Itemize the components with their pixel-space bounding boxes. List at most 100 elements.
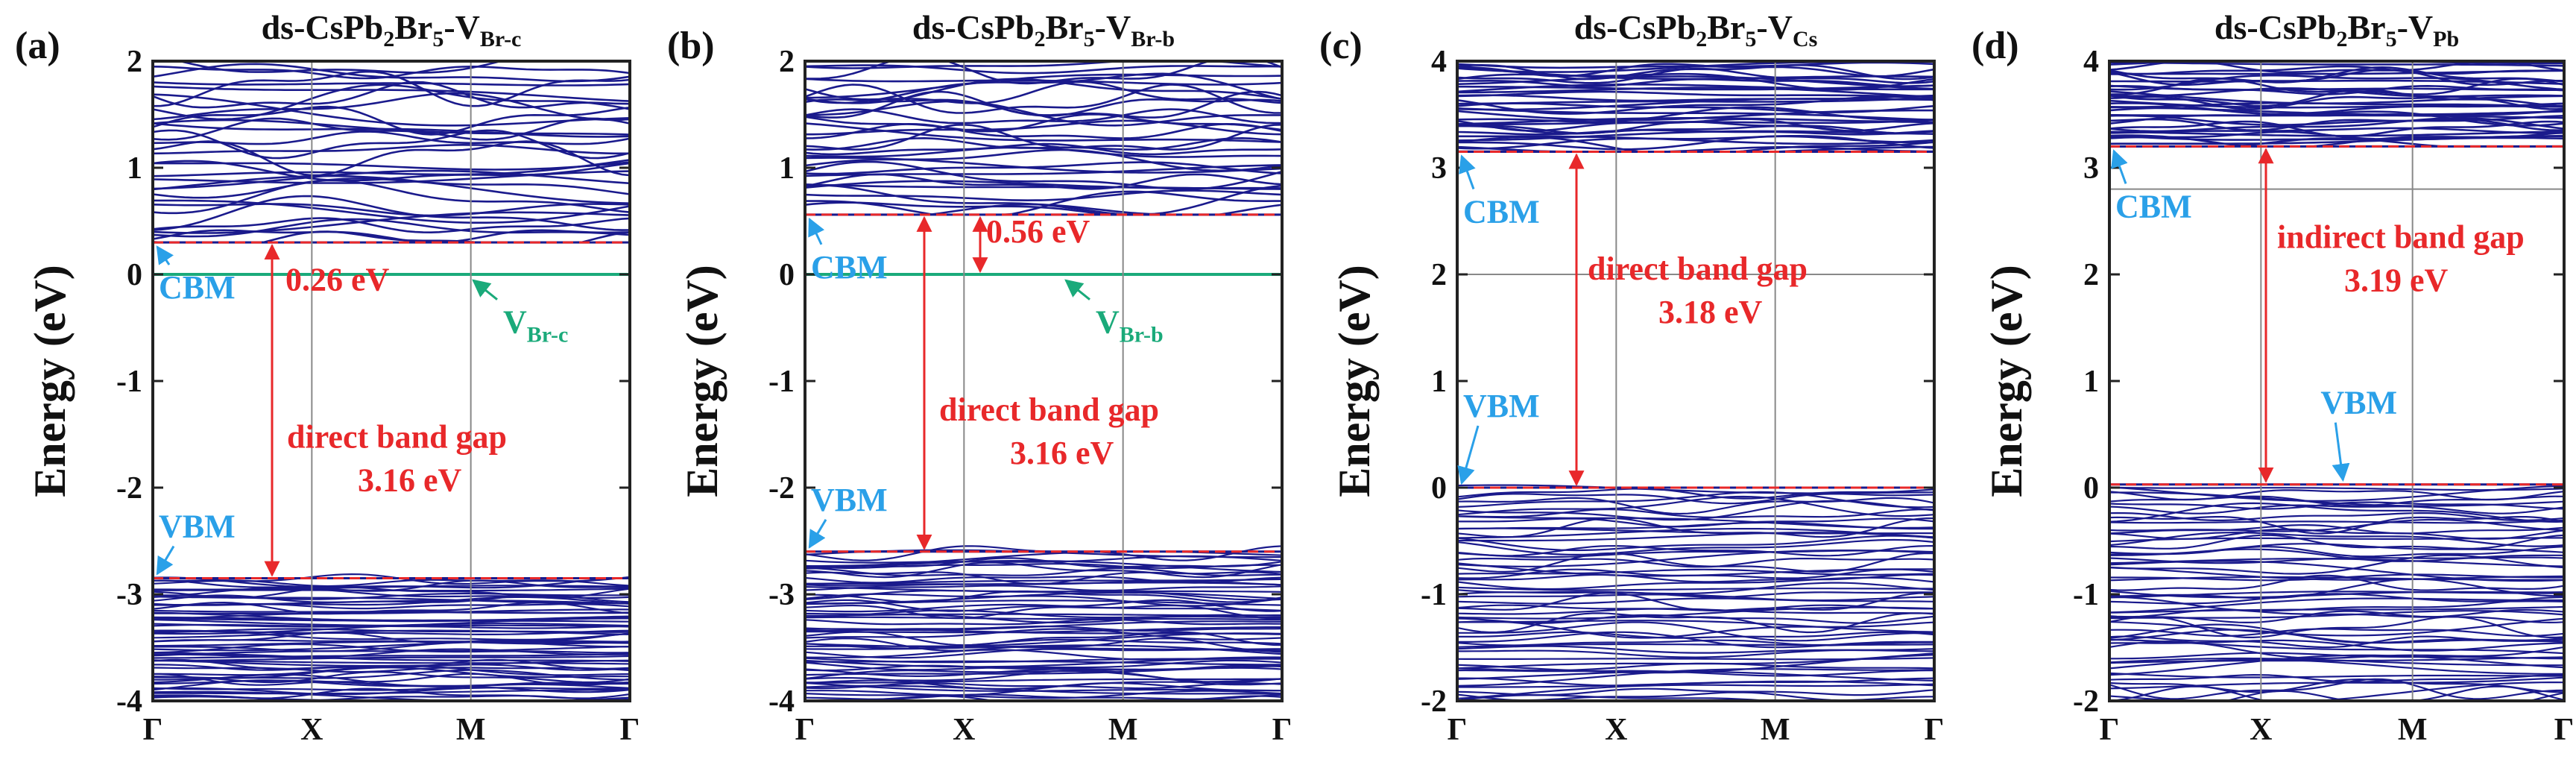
band-line [2109,502,2564,523]
x-tick-label: Γ [2554,713,2575,747]
panel-title: ds-CsPb2​Br5​-VPb​ [2214,8,2459,51]
band-line [1457,493,1934,505]
title-part: Br [2347,8,2385,46]
band-line [1457,508,1934,518]
title-part: Pb [2433,27,2459,51]
title-part: -V [1095,8,1131,46]
band-line [1457,649,1934,658]
panel-title: ds-CsPb2​Br5​-VBr-b​ [912,8,1175,51]
band-line [2109,99,2564,109]
band-line [805,576,1282,584]
band-line [1457,552,1934,573]
y-tick-label: -2 [2073,684,2099,719]
band-line [2109,87,2564,98]
y-tick-label: -1 [2073,578,2099,612]
band-line [2109,566,2564,581]
band-line [1457,652,1934,670]
band-line [805,649,1282,661]
band-line [153,195,630,231]
band-line [805,189,1282,202]
title-part: Br [1707,8,1745,46]
band-line [1457,96,1934,105]
band-line [153,85,630,102]
band-line [1457,495,1934,517]
band-line [2109,672,2564,679]
title-part: ds-CsPb [912,8,1035,46]
panel-title: ds-CsPb2​Br5​-VCs​ [1574,8,1818,51]
band-line [153,81,630,109]
defect-pointer-arrow [472,279,498,300]
title-part: ds-CsPb [1574,8,1696,46]
band-line [1457,66,1934,81]
y-tick-label: -3 [768,578,795,612]
band-line [805,638,1282,649]
band-line [153,130,630,145]
panel-label: (d) [1972,25,2019,67]
vbm-pointer-arrow [2332,422,2350,482]
band-line [1457,592,1934,611]
cbm-pointer-arrow [808,217,825,245]
band-line [805,561,1282,579]
panel-c: -2 -1 0 1 2 3 4 Γ X M Γ Energy (eV) (c) ds-CsPb2​Br5​… [1319,8,1944,747]
band-line [805,164,1282,177]
band-line [805,664,1282,672]
band-line [2109,673,2564,683]
title-part: Br [1046,8,1084,46]
band-line [1457,639,1934,646]
y-tick-label: -2 [768,471,795,506]
band-line [153,117,630,141]
band-line [153,140,630,177]
title-part: 2 [2336,27,2347,51]
title-part: 5 [432,27,443,51]
x-tick-label: X [300,713,323,747]
band-lines [1457,61,1934,701]
band-gap-value-label: 3.16 eV [358,462,462,498]
band-line [805,609,1282,619]
band-line [153,161,630,171]
band-line [2109,610,2564,624]
y-tick-label: 0 [779,258,795,292]
band-line [805,591,1282,605]
defect-gap-label: 0.56 eV [986,213,1090,250]
y-tick-label: 4 [2083,45,2099,79]
band-line [805,113,1282,133]
band-line [153,673,630,686]
band-line [2109,590,2564,599]
band-line [805,628,1282,640]
band-line [805,190,1282,216]
cbm-label: CBM [2115,188,2192,224]
band-line [1457,63,1934,78]
band-line [1457,535,1934,552]
x-tick-label: M [456,713,486,747]
y-tick-label: -1 [768,365,795,399]
title-part: 5 [1084,27,1095,51]
x-tick-label: Γ [1272,713,1292,747]
defect-pointer-arrow [1064,279,1090,300]
band-line [805,119,1282,136]
band-line [1457,129,1934,136]
band-line [1457,568,1934,576]
band-line [153,671,630,684]
cbm-label: CBM [1463,194,1540,230]
band-line [2109,65,2564,75]
panel-label: (c) [1319,25,1363,67]
band-line [153,579,630,592]
title-part: 2 [383,27,394,51]
band-line [153,177,630,199]
band-line [2109,90,2564,104]
y-tick-label: 1 [127,151,142,186]
band-line [153,203,630,217]
band-line [2109,639,2564,652]
band-line [2109,652,2564,660]
defect-label: VBr-b [1096,304,1164,347]
band-line [153,659,630,667]
band-line [153,652,630,659]
title-part: -V [2397,8,2434,46]
band-line [805,108,1282,125]
band-line [1457,538,1934,556]
band-gap-type-label: direct band gap [939,391,1159,428]
band-line [1457,668,1934,687]
band-gap-value-label: 3.18 eV [1658,294,1763,330]
band-line [1457,631,1934,649]
